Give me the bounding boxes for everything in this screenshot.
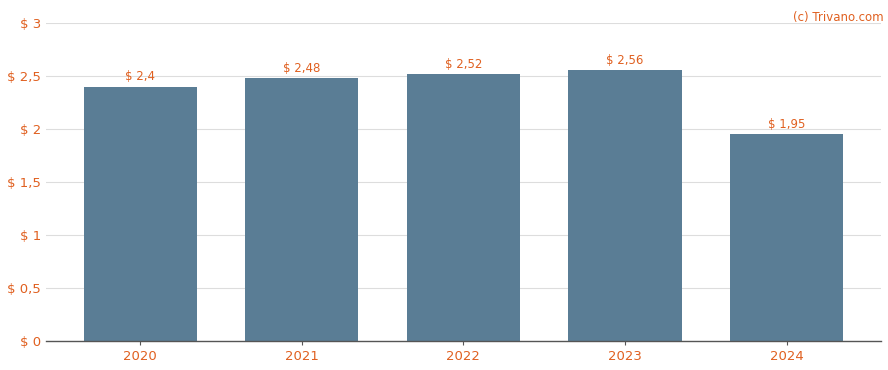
Text: $ 2,52: $ 2,52 bbox=[445, 58, 482, 71]
Bar bbox=[83, 87, 197, 341]
Text: $ 2,48: $ 2,48 bbox=[283, 62, 321, 75]
Text: $ 1,95: $ 1,95 bbox=[768, 118, 805, 131]
Bar bbox=[407, 74, 519, 341]
Bar bbox=[245, 78, 359, 341]
Text: $ 2,56: $ 2,56 bbox=[607, 54, 644, 67]
Bar bbox=[730, 134, 843, 341]
Bar bbox=[568, 70, 681, 341]
Text: (c) Trivano.com: (c) Trivano.com bbox=[793, 11, 884, 24]
Text: $ 2,4: $ 2,4 bbox=[125, 70, 155, 84]
